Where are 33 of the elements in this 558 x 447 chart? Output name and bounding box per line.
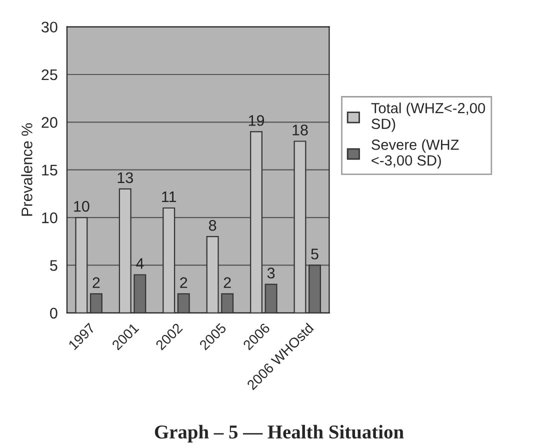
y-tick-label: 10 (42, 212, 58, 224)
bar (294, 140, 306, 313)
bar (90, 293, 102, 313)
data-label: 18 (292, 124, 308, 136)
y-tick-label: 0 (50, 308, 58, 319)
bar (177, 293, 190, 313)
legend-label: Severe (WHZ <-3,00 SD) (372, 139, 459, 168)
data-label: 8 (208, 220, 216, 231)
text: Graph – 5 — Health Situation (154, 424, 404, 443)
bar (75, 216, 88, 313)
y-tick-label: 5 (50, 260, 58, 271)
bar (250, 131, 263, 313)
bar (118, 188, 132, 313)
bar (162, 207, 176, 313)
data-label: 3 (267, 268, 275, 278)
data-label: 2 (224, 277, 231, 288)
y-axis-title: Prevalence % (21, 123, 32, 216)
data-label: 10 (74, 200, 90, 212)
data-label: 2 (92, 277, 100, 288)
bar (134, 274, 146, 313)
y-tick-label: 15 (42, 164, 58, 176)
bar (308, 264, 321, 313)
y-tick-label: 25 (42, 69, 58, 80)
y-tick-label: 20 (42, 117, 58, 128)
bar (206, 236, 219, 313)
data-label: 11 (162, 192, 176, 202)
y-tick-label: 30 (42, 22, 58, 33)
bar (221, 293, 234, 313)
bar (264, 284, 278, 313)
legend-label: Total (WHZ<-2,00 SD) (371, 102, 486, 132)
data-label: 2 (180, 277, 188, 288)
data-label: 5 (311, 248, 318, 260)
data-label: 13 (118, 172, 133, 184)
